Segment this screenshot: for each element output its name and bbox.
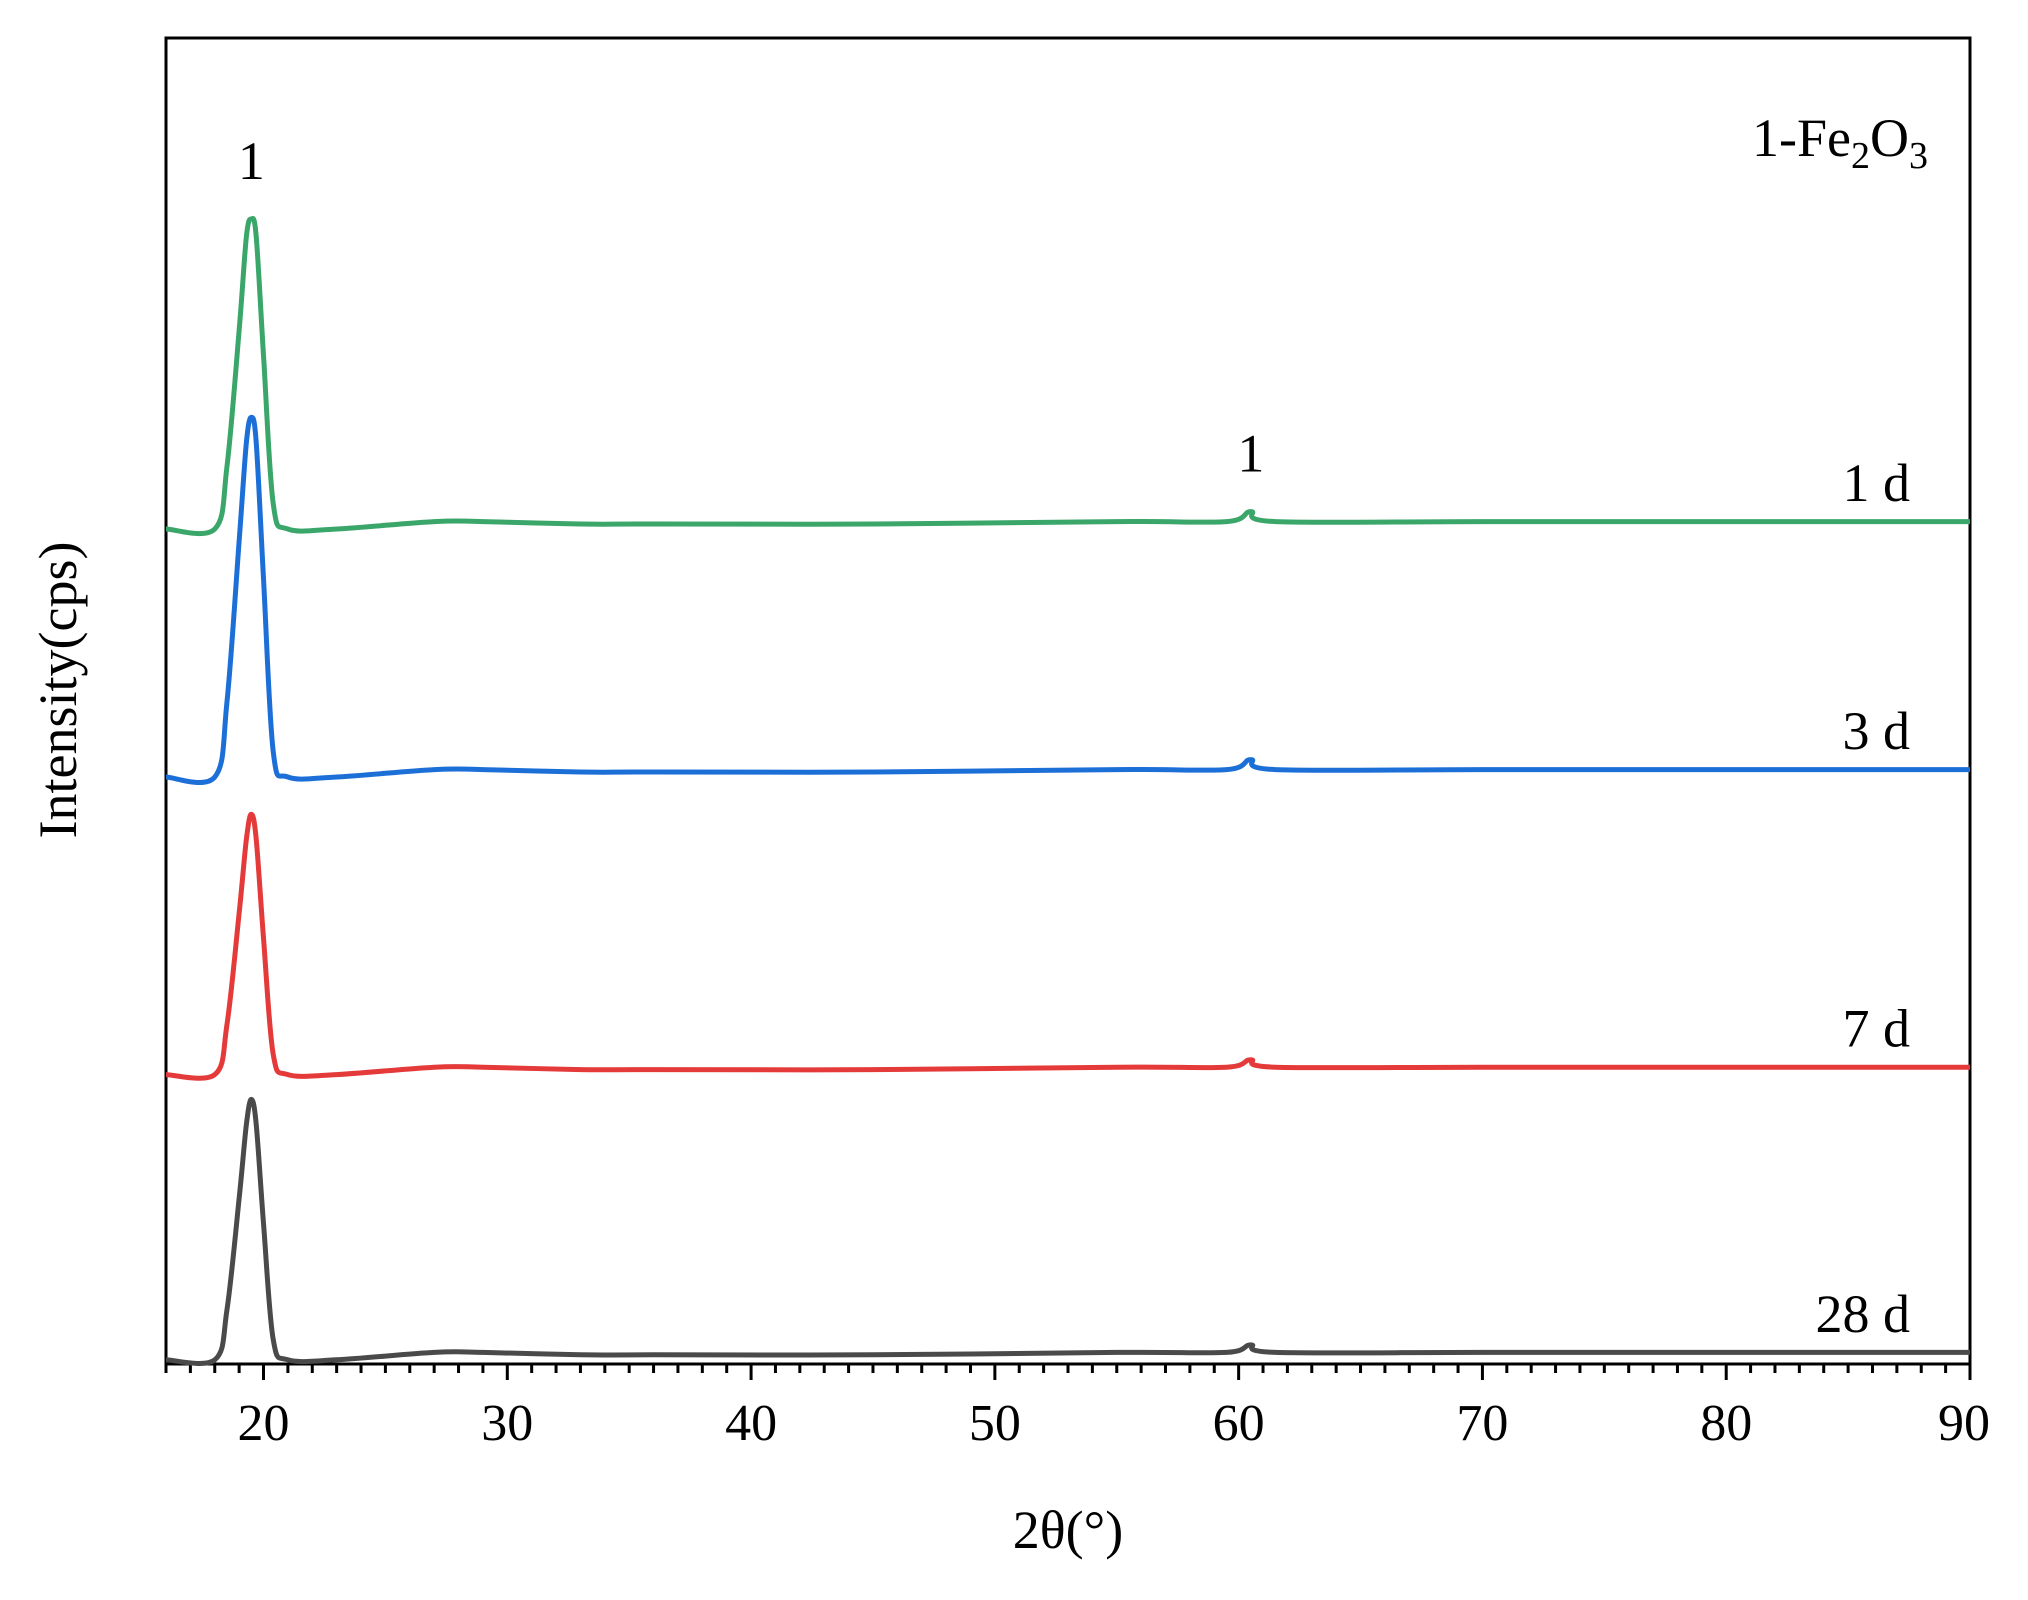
plot-frame	[164, 36, 1972, 1366]
series-line-28d	[165, 1096, 1970, 1366]
x-axis-title: 2θ(°)	[1013, 1500, 1123, 1560]
series-layer	[165, 215, 1970, 1366]
series-label: 7 d	[1843, 999, 1911, 1059]
series-label: 1 d	[1843, 453, 1911, 513]
x-tick-label: 50	[969, 1395, 1021, 1452]
x-tick-label: 20	[238, 1395, 290, 1452]
labels-layer: 1 d 3 d 7 d 28 d 1 1	[238, 131, 1910, 1344]
x-tick-label: 70	[1456, 1395, 1508, 1452]
series-line-3d	[165, 414, 1970, 785]
x-axis: 20 30 40 50 60 70 80 90	[164, 1364, 1990, 1452]
y-axis-title: Intensity(cps)	[28, 542, 88, 839]
x-tick-label: 80	[1700, 1395, 1752, 1452]
x-tick-label: 30	[481, 1395, 533, 1452]
series-label: 3 d	[1843, 701, 1911, 761]
series-line-1d	[165, 215, 1970, 537]
series-line-7d	[165, 811, 1970, 1081]
x-tick-label: 40	[725, 1395, 777, 1452]
series-label: 28 d	[1816, 1284, 1911, 1344]
x-tick-label: 90	[1938, 1395, 1990, 1452]
peak-label: 1	[1237, 424, 1264, 484]
peak-label: 1	[238, 131, 265, 191]
phase-legend: 1-Fe2O3	[1752, 108, 1928, 177]
x-tick-label: 60	[1213, 1395, 1265, 1452]
